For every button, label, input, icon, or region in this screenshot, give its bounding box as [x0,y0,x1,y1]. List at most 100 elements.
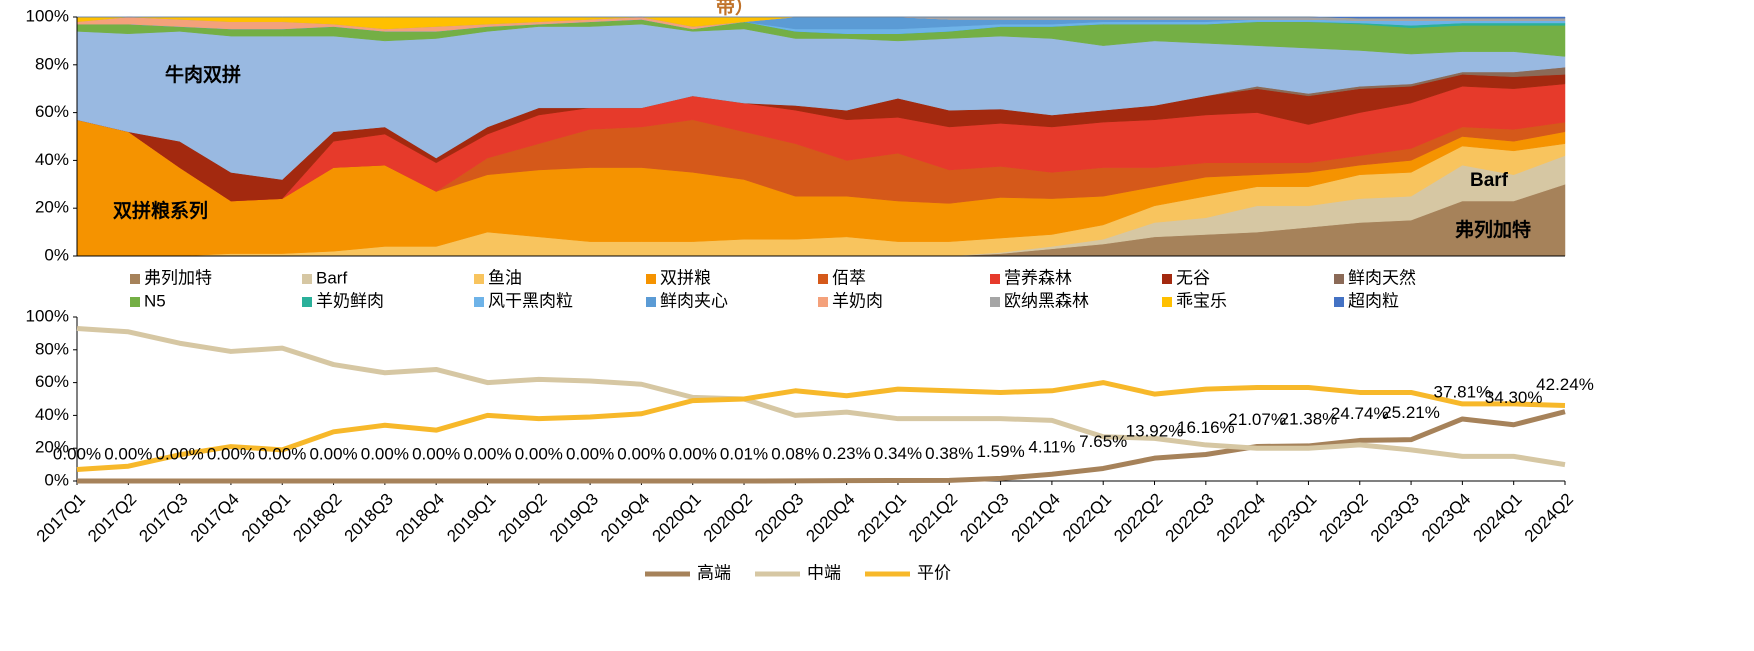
legend-label: 乖宝乐 [1176,291,1227,310]
annotation: 弗列加特 [1455,218,1531,241]
y-tick-label: 40% [35,405,69,424]
data-label: 0.08% [771,444,819,463]
x-tick-label: 2017Q1 [33,490,89,546]
x-tick-label: 2024Q2 [1521,490,1577,546]
legend-swatch [818,297,828,307]
data-label: 16.16% [1177,418,1235,437]
y-tick-label: 100% [26,306,69,325]
x-tick-label: 2020Q3 [751,490,807,546]
legend-swatch [474,274,484,284]
legend-label: N5 [144,291,166,310]
legend-label: 超肉粒 [1348,291,1399,310]
annotation: Barf [1470,170,1509,191]
legend-swatch [646,297,656,307]
legend-swatch [302,274,312,284]
legend-label: 营养森林 [1004,268,1072,287]
x-tick-label: 2017Q2 [84,490,140,546]
data-label: 0.01% [720,444,768,463]
legend-label: 平价 [917,563,951,582]
data-label: 21.07% [1228,410,1286,429]
legend-label: 中端 [807,563,841,582]
x-tick-label: 2017Q4 [187,490,243,546]
data-label: 0.00% [463,444,511,463]
legend-label: Barf [316,268,347,287]
legend-swatch [1334,274,1344,284]
legend-swatch [302,297,312,307]
y-tick-label: 100% [26,6,69,25]
x-tick-label: 2022Q1 [1059,490,1115,546]
legend-swatch [1162,274,1172,284]
y-tick-label: 60% [35,102,69,121]
x-tick-label: 2020Q1 [649,490,705,546]
x-tick-label: 2018Q1 [238,490,294,546]
x-tick-label: 2024Q1 [1469,490,1525,546]
chart-title: 带） [716,0,754,18]
area [77,16,1566,19]
x-tick-label: 2018Q4 [392,490,448,546]
legend-label: 高端 [697,563,731,582]
x-tick-label: 2023Q2 [1316,490,1372,546]
legend-label: 鲜肉天然 [1348,268,1416,287]
y-tick-label: 40% [35,150,69,169]
x-tick-label: 2023Q4 [1418,490,1474,546]
annotation: 牛肉双拼 [165,63,241,86]
legend-swatch [990,297,1000,307]
legend-label: 鱼油 [488,268,522,287]
x-tick-label: 2022Q3 [1162,490,1218,546]
line [76,380,1566,473]
legend-swatch [1334,297,1344,307]
legend-swatch [130,297,140,307]
y-tick-label: 60% [35,372,69,391]
y-tick-label: 20% [35,438,69,457]
x-tick-label: 2019Q4 [597,490,653,546]
data-label: 42.24% [1536,375,1594,394]
areas [76,16,1566,257]
y-tick-label: 80% [35,54,69,73]
legend-swatch [818,274,828,284]
legend-label: 鲜肉夹心 [660,291,728,310]
annotation: 双拼粮系列 [113,199,208,222]
legend-label: 弗列加特 [144,268,212,287]
x-tick-label: 2022Q4 [1213,490,1269,546]
data-label: 0.00% [104,444,152,463]
legend-swatch [646,274,656,284]
data-label: 0.34% [874,444,922,463]
data-label: 13.92% [1126,422,1184,441]
x-tick-label: 2017Q3 [135,490,191,546]
legend-label: 羊奶鲜肉 [316,291,384,310]
x-tick-label: 2023Q1 [1264,490,1320,546]
x-tick-label: 2021Q4 [1008,490,1064,546]
data-label: 0.00% [617,444,665,463]
x-tick-label: 2023Q3 [1367,490,1423,546]
y-tick-label: 0% [44,470,69,489]
data-label: 0.00% [412,444,460,463]
data-label: 0.00% [258,444,306,463]
data-label: 0.00% [53,444,101,463]
data-label: 0.00% [566,444,614,463]
data-label: 0.00% [309,444,357,463]
x-tick-label: 2021Q3 [956,490,1012,546]
x-tick-label: 2018Q3 [341,490,397,546]
data-label: 24.74% [1331,404,1389,423]
y-tick-label: 20% [35,198,69,217]
x-tick-label: 2022Q2 [1110,490,1166,546]
x-tick-label: 2021Q2 [905,490,961,546]
data-label: 21.38% [1280,409,1338,428]
legend-label: 羊奶肉 [832,291,883,310]
data-label: 0.38% [925,444,973,463]
data-label: 7.65% [1079,432,1127,451]
data-label: 0.00% [515,444,563,463]
legend-label: 佰萃 [832,268,866,287]
legend-label: 双拼粮 [660,268,711,287]
legend-label: 风干黑肉粒 [488,291,573,310]
line [77,409,1566,484]
legend-label: 欧纳黑森林 [1004,291,1089,310]
data-label: 0.00% [669,444,717,463]
data-label: 0.00% [156,444,204,463]
y-tick-label: 80% [35,339,69,358]
line [76,325,1566,468]
legend-swatch [474,297,484,307]
data-label: 1.59% [976,442,1024,461]
x-tick-label: 2021Q1 [854,490,910,546]
